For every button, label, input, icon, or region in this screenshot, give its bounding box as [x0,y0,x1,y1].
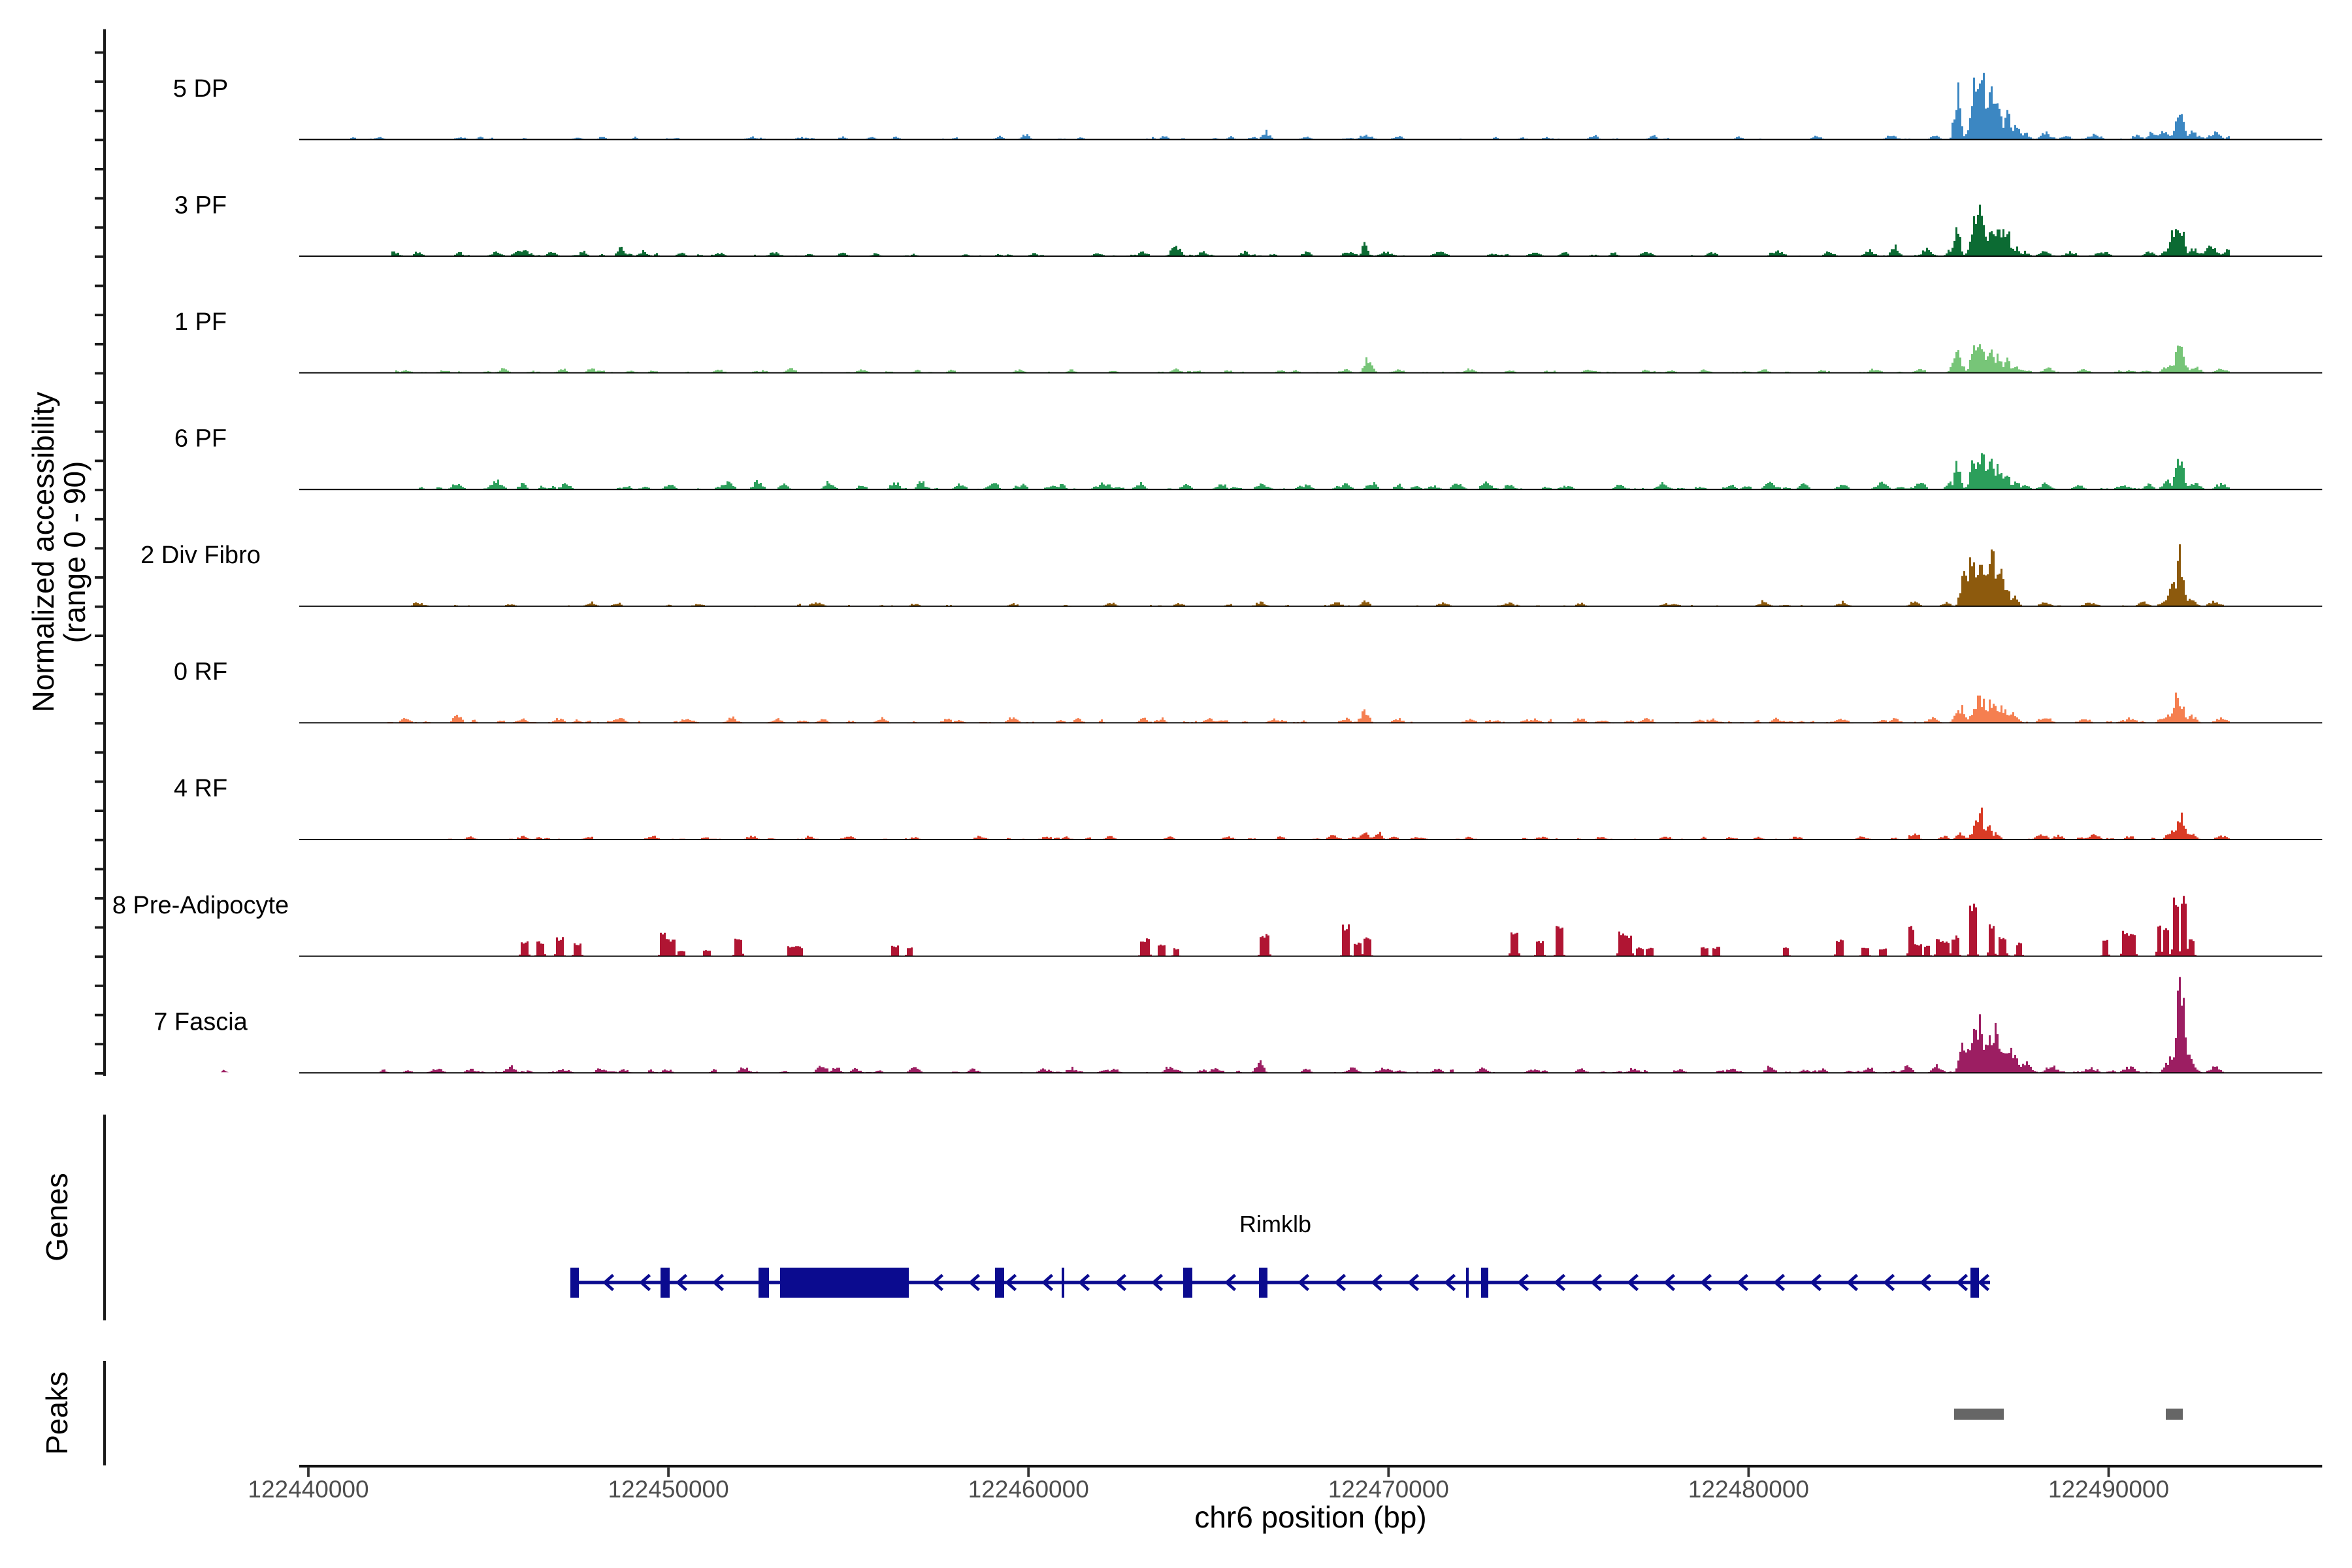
svg-text:Rimklb: Rimklb [1239,1211,1311,1237]
svg-text:122470000: 122470000 [1328,1476,1449,1503]
svg-text:122440000: 122440000 [248,1476,368,1503]
svg-text:6 PF: 6 PF [174,425,227,453]
svg-text:122490000: 122490000 [2048,1476,2169,1503]
svg-text:Peaks: Peaks [40,1371,74,1455]
svg-text:7 Fascia: 7 Fascia [154,1008,248,1036]
svg-text:122460000: 122460000 [968,1476,1089,1503]
svg-text:2 Div Fibro: 2 Div Fibro [140,542,261,569]
svg-text:(range 0 - 90): (range 0 - 90) [57,461,91,644]
svg-text:5 DP: 5 DP [173,75,228,103]
svg-text:chr6 position (bp): chr6 position (bp) [1194,1500,1426,1534]
svg-text:4 RF: 4 RF [174,775,227,802]
svg-text:3 PF: 3 PF [174,191,227,219]
svg-text:122480000: 122480000 [1688,1476,1809,1503]
svg-text:1 PF: 1 PF [174,308,227,336]
svg-text:Genes: Genes [40,1173,74,1262]
svg-text:8 Pre-Adipocyte: 8 Pre-Adipocyte [112,892,289,919]
svg-text:Normalized accessibility: Normalized accessibility [26,392,60,713]
svg-text:122450000: 122450000 [608,1476,728,1503]
svg-text:0 RF: 0 RF [174,659,227,686]
